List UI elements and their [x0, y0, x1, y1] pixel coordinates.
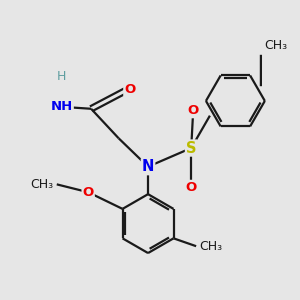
Text: O: O [82, 186, 94, 199]
Text: S: S [186, 140, 196, 155]
Text: O: O [188, 104, 199, 117]
Text: CH₃: CH₃ [199, 240, 222, 253]
Text: N: N [142, 159, 154, 174]
Text: CH₃: CH₃ [264, 39, 287, 52]
Text: H: H [57, 70, 66, 83]
Text: NH: NH [50, 100, 73, 113]
Text: CH₃: CH₃ [31, 178, 54, 191]
Text: O: O [124, 82, 136, 96]
Text: O: O [186, 181, 197, 194]
